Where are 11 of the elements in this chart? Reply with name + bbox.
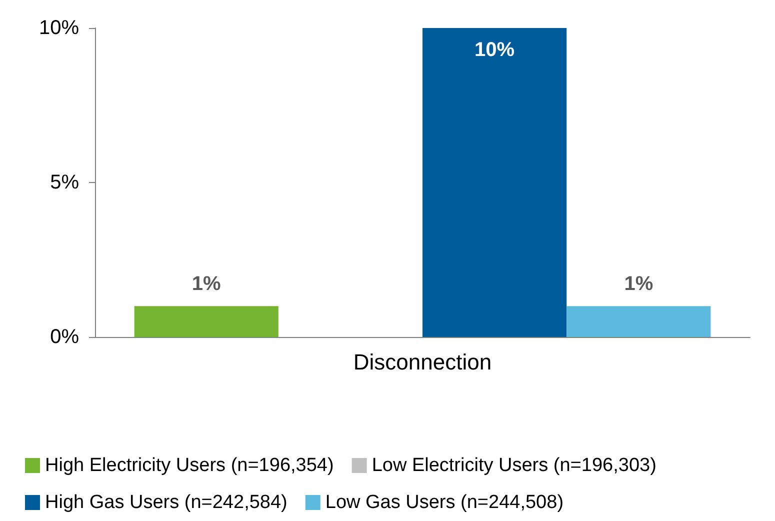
- x-tick-label: Disconnection: [353, 350, 492, 374]
- y-tick-label: 10%: [38, 17, 80, 39]
- data-label: 10%: [474, 39, 515, 61]
- data-label: 1%: [624, 273, 654, 296]
- legend-label: Low Gas Users (n=244,508): [325, 492, 564, 513]
- y-tick-label: 0%: [50, 326, 80, 348]
- y-tick-label: 5%: [50, 172, 80, 194]
- legend-label: High Gas Users (n=242,584): [45, 492, 288, 513]
- data-label: 1%: [192, 273, 222, 296]
- legend-label: High Electricity Users (n=196,354): [45, 455, 334, 476]
- legend-label: Low Electricity Users (n=196,303): [372, 455, 656, 476]
